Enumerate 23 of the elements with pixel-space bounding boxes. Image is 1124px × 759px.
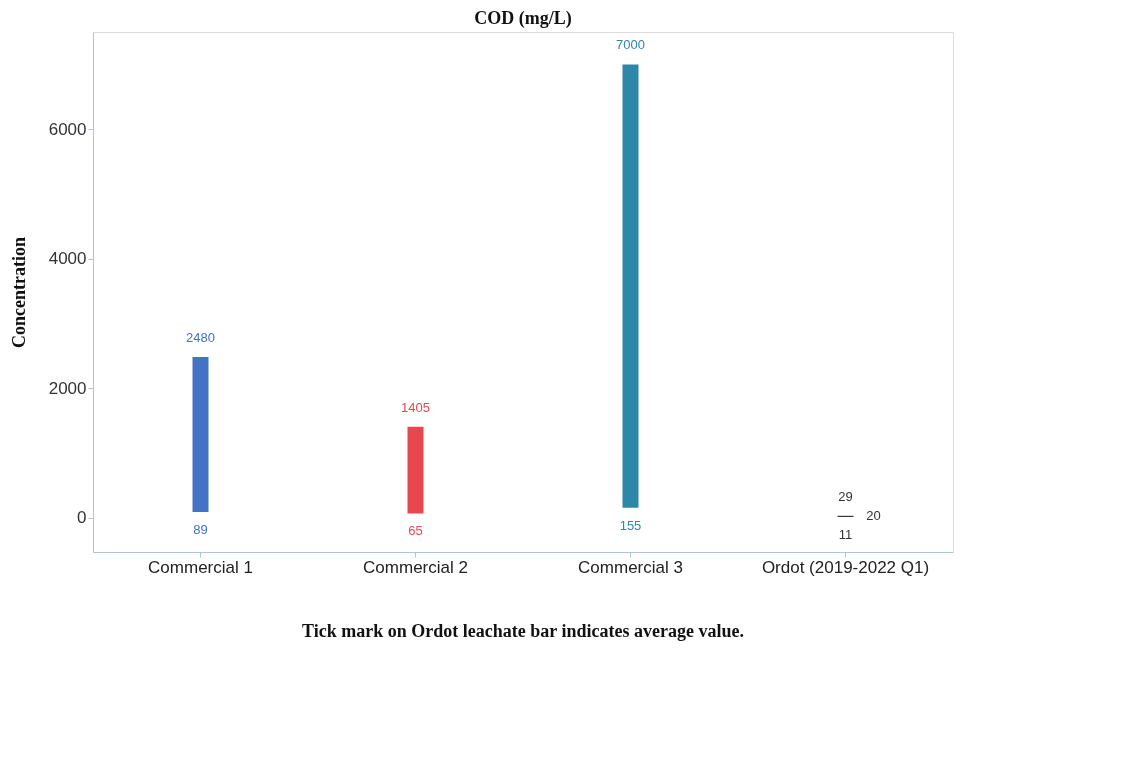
y-axis-title: Concentration <box>8 237 29 348</box>
annotation: 65 <box>408 523 423 539</box>
text: Tick mark on Ordot leachate bar indicates average value. <box>302 621 744 641</box>
annotation: 7000 <box>616 37 645 53</box>
annotation: 155 <box>619 517 642 533</box>
x-tick-label: Ordot (2019-2022 Q1) <box>761 557 930 577</box>
annotation: 2480 <box>186 330 215 346</box>
annotation: 1405 <box>401 399 430 415</box>
annotation: 20 <box>866 508 881 524</box>
y-tick-label: 2000 <box>48 378 87 398</box>
y-tick-label: 6000 <box>48 119 87 139</box>
annotation: 11 <box>838 526 853 542</box>
x-tick-label: Commercial 3 <box>578 557 683 577</box>
bar <box>192 357 209 512</box>
x-tick-label: Commercial 1 <box>148 557 253 577</box>
chart-title: COD (mg/L) <box>474 8 572 29</box>
y-tick-label: 4000 <box>48 249 87 269</box>
bar <box>407 426 424 514</box>
bar <box>622 64 639 508</box>
x-tick-label: Commercial 2 <box>363 557 468 577</box>
y-tick-label: 0 <box>77 508 87 528</box>
annotation: 89 <box>193 521 208 537</box>
annotation: 29 <box>838 488 853 504</box>
